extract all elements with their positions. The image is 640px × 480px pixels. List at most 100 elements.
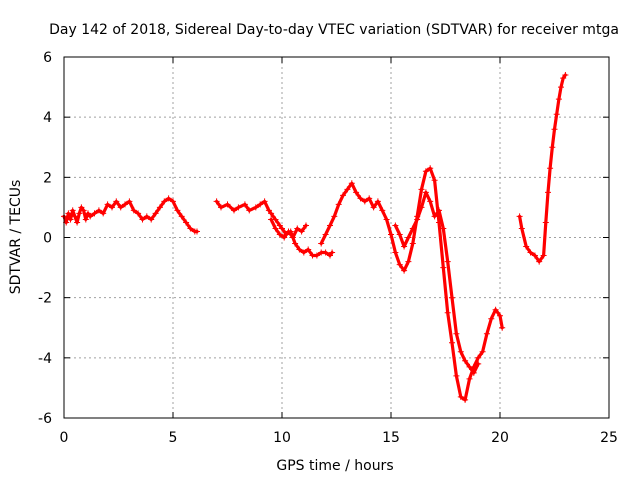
data-point [187,225,194,232]
data-point [516,213,523,220]
data-point [152,210,159,217]
data-point [82,216,89,223]
data-point [130,207,137,214]
data-point [388,231,394,238]
data-point [122,201,128,208]
data-point [542,219,549,226]
data-point [453,330,460,337]
data-point [392,249,399,256]
data-point [462,357,469,364]
data-point [536,258,543,265]
data-point [305,246,312,253]
data-point [518,225,525,232]
data-point [252,204,259,211]
y-tick-label: -2 [38,291,52,307]
data-point [104,201,111,208]
data-point [218,204,224,211]
data-point [374,198,381,205]
data-point [551,126,558,133]
data-point [431,177,438,184]
data-point [294,225,301,232]
data-point [466,375,473,382]
data-point [414,216,421,223]
data-point [109,204,115,211]
data-point [555,96,562,103]
data-point [440,225,447,232]
y-tick-label: 4 [43,110,52,126]
data-traces [61,72,569,403]
data-point [440,264,447,271]
data-point [329,249,336,256]
data-point [268,216,275,223]
y-tick-label: -4 [38,351,52,367]
x-tick-label: 0 [60,430,69,446]
data-point [194,228,200,235]
data-point [409,240,416,247]
data-point [139,216,146,223]
data-point [76,210,83,217]
data-point [165,195,172,202]
data-point [560,75,567,82]
data-point [224,201,231,208]
data-point [100,210,107,217]
data-point [405,258,412,265]
y-tick-label: -6 [38,411,52,427]
series-segment-2 [213,198,336,259]
data-point [418,204,425,211]
data-point [427,198,434,205]
data-point [113,198,120,205]
data-point [396,231,403,238]
data-point [483,330,490,337]
data-point [475,354,482,361]
data-point [523,243,530,250]
data-point [87,213,94,220]
y-tick-label: 2 [43,170,52,186]
data-point [422,168,429,175]
data-point [148,216,155,223]
x-tick-label: 20 [491,430,509,446]
data-point [353,189,360,196]
data-point [527,249,534,256]
series-segment-3 [268,216,309,241]
x-tick-label: 10 [273,430,291,446]
data-point [261,198,268,205]
data-point [285,228,292,235]
series-line [62,196,199,234]
x-axis-label: GPS time / hours [276,458,393,474]
data-point [549,144,556,151]
series-segment-1 [61,195,200,235]
data-point [444,258,451,265]
series-line [393,190,480,375]
data-point [449,339,455,346]
series-line [319,166,504,402]
data-point [562,72,569,78]
data-point [292,240,299,247]
data-point [246,207,253,214]
data-point [479,348,486,355]
data-point [322,249,329,256]
series-segment-6 [516,72,569,265]
data-point [327,222,333,229]
data-point [457,348,464,355]
data-point [74,219,81,226]
data-point [331,213,338,220]
data-point [383,216,390,223]
y-tick-label: 6 [43,50,52,66]
data-point [427,165,434,172]
data-point [344,186,351,193]
series-segment-4 [318,165,506,403]
data-point [276,231,283,238]
data-point [91,210,98,217]
data-point [318,240,325,247]
data-point [361,198,368,205]
data-point [470,369,477,376]
data-point [449,294,455,301]
data-point [475,360,482,367]
data-point [444,309,451,316]
data-point [69,207,76,214]
data-point [436,207,442,214]
axis-ticks [63,56,610,419]
series-line [517,73,568,264]
x-tick-label: 15 [382,430,400,446]
